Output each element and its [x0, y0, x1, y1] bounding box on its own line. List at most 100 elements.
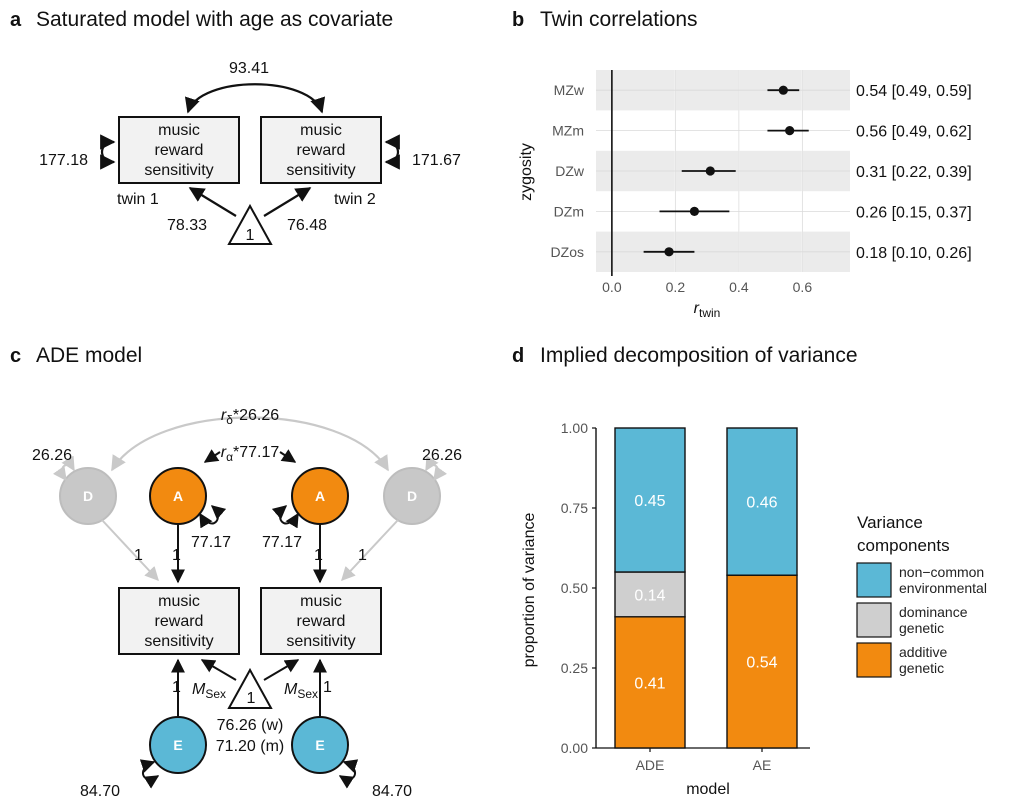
mean-arrow-twin1 [188, 187, 237, 217]
mean-arrow-twin2 [263, 187, 312, 217]
additive-variance-loop-twin1 [199, 505, 227, 529]
y-tick-label: DZw [555, 163, 585, 179]
bar-segment [726, 427, 798, 576]
x-tick-label: 0.4 [729, 279, 749, 295]
dominance-node-label: D [83, 488, 93, 504]
additive-correlation-arrow-left [203, 449, 221, 463]
box-line: sensitivity [286, 162, 355, 179]
m-sex-sub: Sex [297, 687, 318, 701]
mean-men: 71.20 (m) [216, 738, 284, 755]
y-tick-label: 0.00 [561, 740, 588, 756]
panel-d: d Implied decomposition of variance 0.00… [512, 344, 987, 798]
x-tick-label: 0.0 [602, 279, 622, 295]
panel-a-letter: a [10, 9, 22, 31]
variance-twin2: 171.67 [412, 152, 461, 169]
phenotype-box-twin1: music reward sensitivity [118, 116, 240, 184]
dominance-variance-loop-twin2 [425, 455, 448, 482]
path-d-to-box-twin1 [101, 519, 159, 582]
y-tick-label: DZm [554, 203, 584, 219]
y-tick-label: 0.75 [561, 500, 588, 516]
box-line: reward [297, 613, 346, 630]
mean-arrow-twin2 [263, 659, 300, 681]
additive-node-label: A [173, 488, 183, 504]
legend-label: genetic [899, 620, 944, 636]
covariance-value: 93.41 [229, 60, 269, 77]
variance-decomposition-plot: 0.00 0.25 0.50 0.75 1.00 0.41 0.14 0.45 ADE 0.54 0… [561, 420, 810, 773]
var-a-twin2: 77.17 [262, 534, 302, 551]
b-x-axis-title: rtwin [694, 300, 721, 320]
path-label: 1 [314, 547, 323, 564]
box-line: music [158, 593, 200, 610]
environment-node-label: E [173, 737, 182, 753]
box-line: sensitivity [144, 162, 213, 179]
panel-a-title: Saturated model with age as covariate [36, 8, 393, 31]
x-tick-label: 0.2 [666, 279, 686, 295]
variance-twin1: 177.18 [39, 152, 88, 169]
variance-legend: Variance components non−commonenvironmenta… [856, 513, 987, 678]
legend-label: non−common [899, 564, 984, 580]
ci-label: 0.54 [0.49, 0.59] [856, 83, 972, 100]
constant-label: 1 [247, 690, 256, 707]
d-x-axis-title: model [686, 781, 730, 798]
bar-segment [614, 616, 686, 749]
r-delta-label: rδ*26.26 [221, 407, 279, 427]
legend-swatch [856, 642, 892, 678]
constant-label: 1 [246, 227, 255, 244]
mean-women: 76.26 (w) [217, 717, 284, 734]
legend-title: components [857, 536, 950, 555]
phenotype-box-twin2: music reward sensitivity [260, 587, 382, 655]
ci-label: 0.31 [0.22, 0.39] [856, 164, 972, 181]
box-line: reward [297, 142, 346, 159]
additive-correlation-arrow-right [279, 449, 297, 463]
var-a-twin1: 77.17 [191, 534, 231, 551]
r-delta-sym: r [221, 407, 227, 424]
box-line: reward [155, 142, 204, 159]
box-line: music [158, 122, 200, 139]
legend-label: dominance [899, 604, 968, 620]
ci-label: 0.18 [0.10, 0.26] [856, 245, 972, 262]
box-line: sensitivity [286, 633, 355, 650]
estimate-point [778, 85, 788, 95]
estimate-point [705, 166, 715, 176]
b-y-axis-title: zygosity [518, 143, 535, 201]
var-e-twin2: 84.70 [372, 783, 412, 800]
environment-node-label: E [315, 737, 324, 753]
environment-node-twin1 [149, 716, 207, 774]
b-x-axis-title-main: r [694, 300, 700, 317]
legend-label: genetic [899, 660, 944, 676]
segment-label: 0.54 [746, 655, 777, 672]
additive-variance-loop-twin2 [271, 505, 299, 529]
y-tick-label: DZos [551, 244, 584, 260]
estimate-point [785, 126, 795, 136]
r-alpha-val: *77.17 [233, 444, 279, 461]
mean-arrow-twin1 [200, 659, 237, 681]
segment-label: 0.45 [634, 493, 665, 510]
variance-loop-twin2 [384, 134, 400, 170]
panel-b: b Twin correlations 0.0 0.2 0.4 0.6 MZw 0.54 … [512, 8, 972, 320]
var-d-twin2: 26.26 [422, 447, 462, 464]
bar-segment [614, 571, 686, 618]
y-tick-label: MZm [552, 123, 584, 139]
estimate-point [664, 247, 674, 257]
panel-c: c ADE model rδ*26.26 rα*77.17 D D 26.26 … [10, 344, 462, 800]
segment-label: 0.46 [746, 495, 777, 512]
constant-triangle [227, 667, 273, 709]
additive-node-label: A [315, 488, 325, 504]
legend-label: additive [899, 644, 947, 660]
variance-loop-twin1 [100, 134, 116, 170]
estimate-point [689, 206, 700, 216]
r-alpha-label: rα*77.17 [221, 444, 280, 464]
m-sex-label-twin2: MSex [284, 681, 318, 701]
path-label: 1 [134, 547, 143, 564]
x-tick-label: AE [753, 757, 772, 773]
r-alpha-sub: α [226, 450, 233, 464]
m-sex-sub: Sex [205, 687, 226, 701]
dominance-correlation-arrow [111, 416, 389, 472]
phenotype-box-twin2: music reward sensitivity [260, 116, 382, 184]
mean-twin2: 76.48 [287, 217, 327, 234]
legend-swatch [856, 562, 892, 598]
box-line: music [300, 593, 342, 610]
environment-node-twin2 [291, 716, 349, 774]
constant-triangle [227, 203, 273, 245]
